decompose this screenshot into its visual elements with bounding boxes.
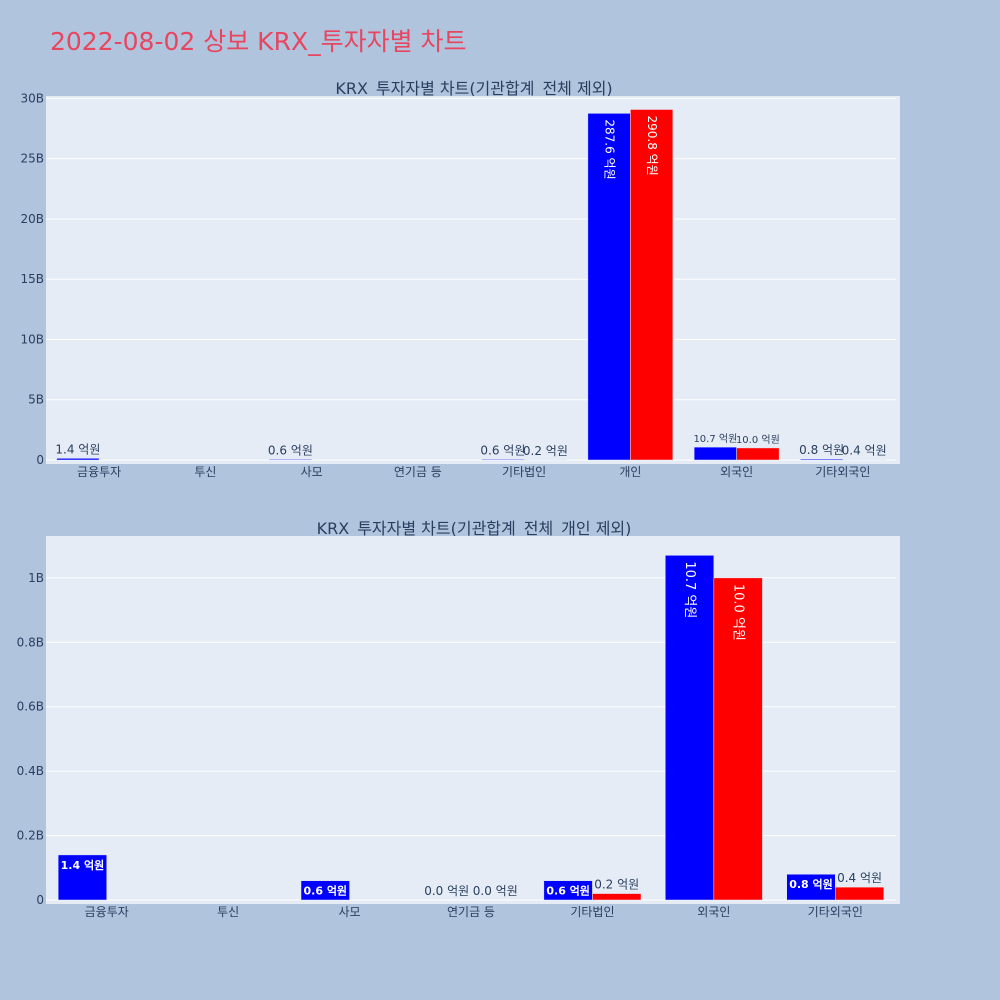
y-tick-label: 30B — [20, 91, 44, 105]
x-tick-label: 사모 — [301, 465, 323, 479]
y-tick-label: 0.2B — [17, 829, 44, 843]
bar — [57, 854, 107, 901]
data-label: 1.4 억원 — [55, 442, 100, 456]
bar — [665, 555, 715, 901]
y-tick-label: 25B — [20, 152, 44, 166]
x-tick-label: 금융투자 — [85, 905, 129, 919]
data-label: 0.0 억원 — [473, 884, 518, 898]
data-label: 287.6 억원 — [603, 119, 617, 179]
bar — [800, 458, 844, 461]
x-tick-label: 연기금 등 — [447, 905, 495, 919]
data-label: 1.4 억원 — [61, 858, 105, 872]
bar — [56, 458, 100, 461]
bar — [592, 893, 642, 901]
data-label: 290.8 억원 — [645, 115, 659, 175]
y-tick-label: 20B — [20, 212, 44, 226]
data-label: 0.2 억원 — [523, 444, 568, 458]
data-label: 0.6 억원 — [480, 443, 525, 457]
y-tick-label: 0 — [36, 893, 44, 907]
x-tick-label: 개인 — [619, 465, 641, 479]
bar — [835, 886, 885, 901]
data-label: 0.6 억원 — [546, 884, 590, 898]
data-label: 10.0 억원 — [736, 434, 780, 446]
chart-1-title: KRX_투자자별 차트(기관합계_전체 제외) — [335, 79, 612, 99]
chart-2-title: KRX_투자자별 차트(기관합계_전체_개인 제외) — [317, 519, 632, 539]
bar — [693, 446, 737, 461]
data-label: 0.8 억원 — [789, 877, 833, 891]
plot-area — [46, 536, 900, 904]
x-tick-label: 투신 — [194, 465, 216, 479]
y-tick-label: 0 — [36, 453, 44, 467]
bar — [587, 113, 631, 461]
plot-area — [46, 96, 900, 464]
data-label: 0.2 억원 — [594, 878, 639, 892]
data-label: 10.7 억원 — [682, 561, 697, 618]
y-tick-label: 0.8B — [17, 635, 44, 649]
data-label: 0.6 억원 — [268, 443, 313, 457]
bar — [268, 459, 312, 461]
x-tick-label: 기타법인 — [570, 905, 614, 919]
y-tick-label: 0.6B — [17, 700, 44, 714]
bar — [481, 459, 525, 461]
bar — [736, 447, 780, 461]
bar — [713, 577, 763, 901]
x-tick-label: 투신 — [217, 905, 239, 919]
x-tick-label: 기타외국인 — [815, 465, 870, 479]
x-tick-label: 기타법인 — [502, 465, 546, 479]
data-label: 0.6 억원 — [304, 884, 348, 898]
data-label: 10.7 억원 — [693, 433, 737, 445]
y-tick-label: 10B — [20, 332, 44, 346]
x-tick-label: 금융투자 — [77, 465, 121, 479]
bar — [543, 880, 593, 901]
x-tick-label: 사모 — [339, 905, 361, 919]
data-label: 0.8 억원 — [799, 443, 844, 457]
data-label: 0.4 억원 — [837, 871, 882, 885]
bar — [300, 880, 350, 901]
x-tick-label: 기타외국인 — [808, 905, 863, 919]
data-label: 0.0 억원 — [424, 884, 469, 898]
x-tick-label: 연기금 등 — [394, 465, 442, 479]
y-tick-label: 1B — [28, 571, 44, 585]
y-tick-label: 0.4B — [17, 764, 44, 778]
data-label: 0.4 억원 — [842, 444, 887, 458]
data-label: 10.0 억원 — [731, 584, 746, 641]
y-tick-label: 15B — [20, 272, 44, 286]
page-title: 2022-08-02 상보 KRX_투자자별 차트 — [50, 27, 467, 56]
x-tick-label: 외국인 — [720, 465, 753, 479]
bar — [630, 109, 674, 461]
x-tick-label: 외국인 — [697, 905, 730, 919]
y-tick-label: 5B — [28, 393, 44, 407]
